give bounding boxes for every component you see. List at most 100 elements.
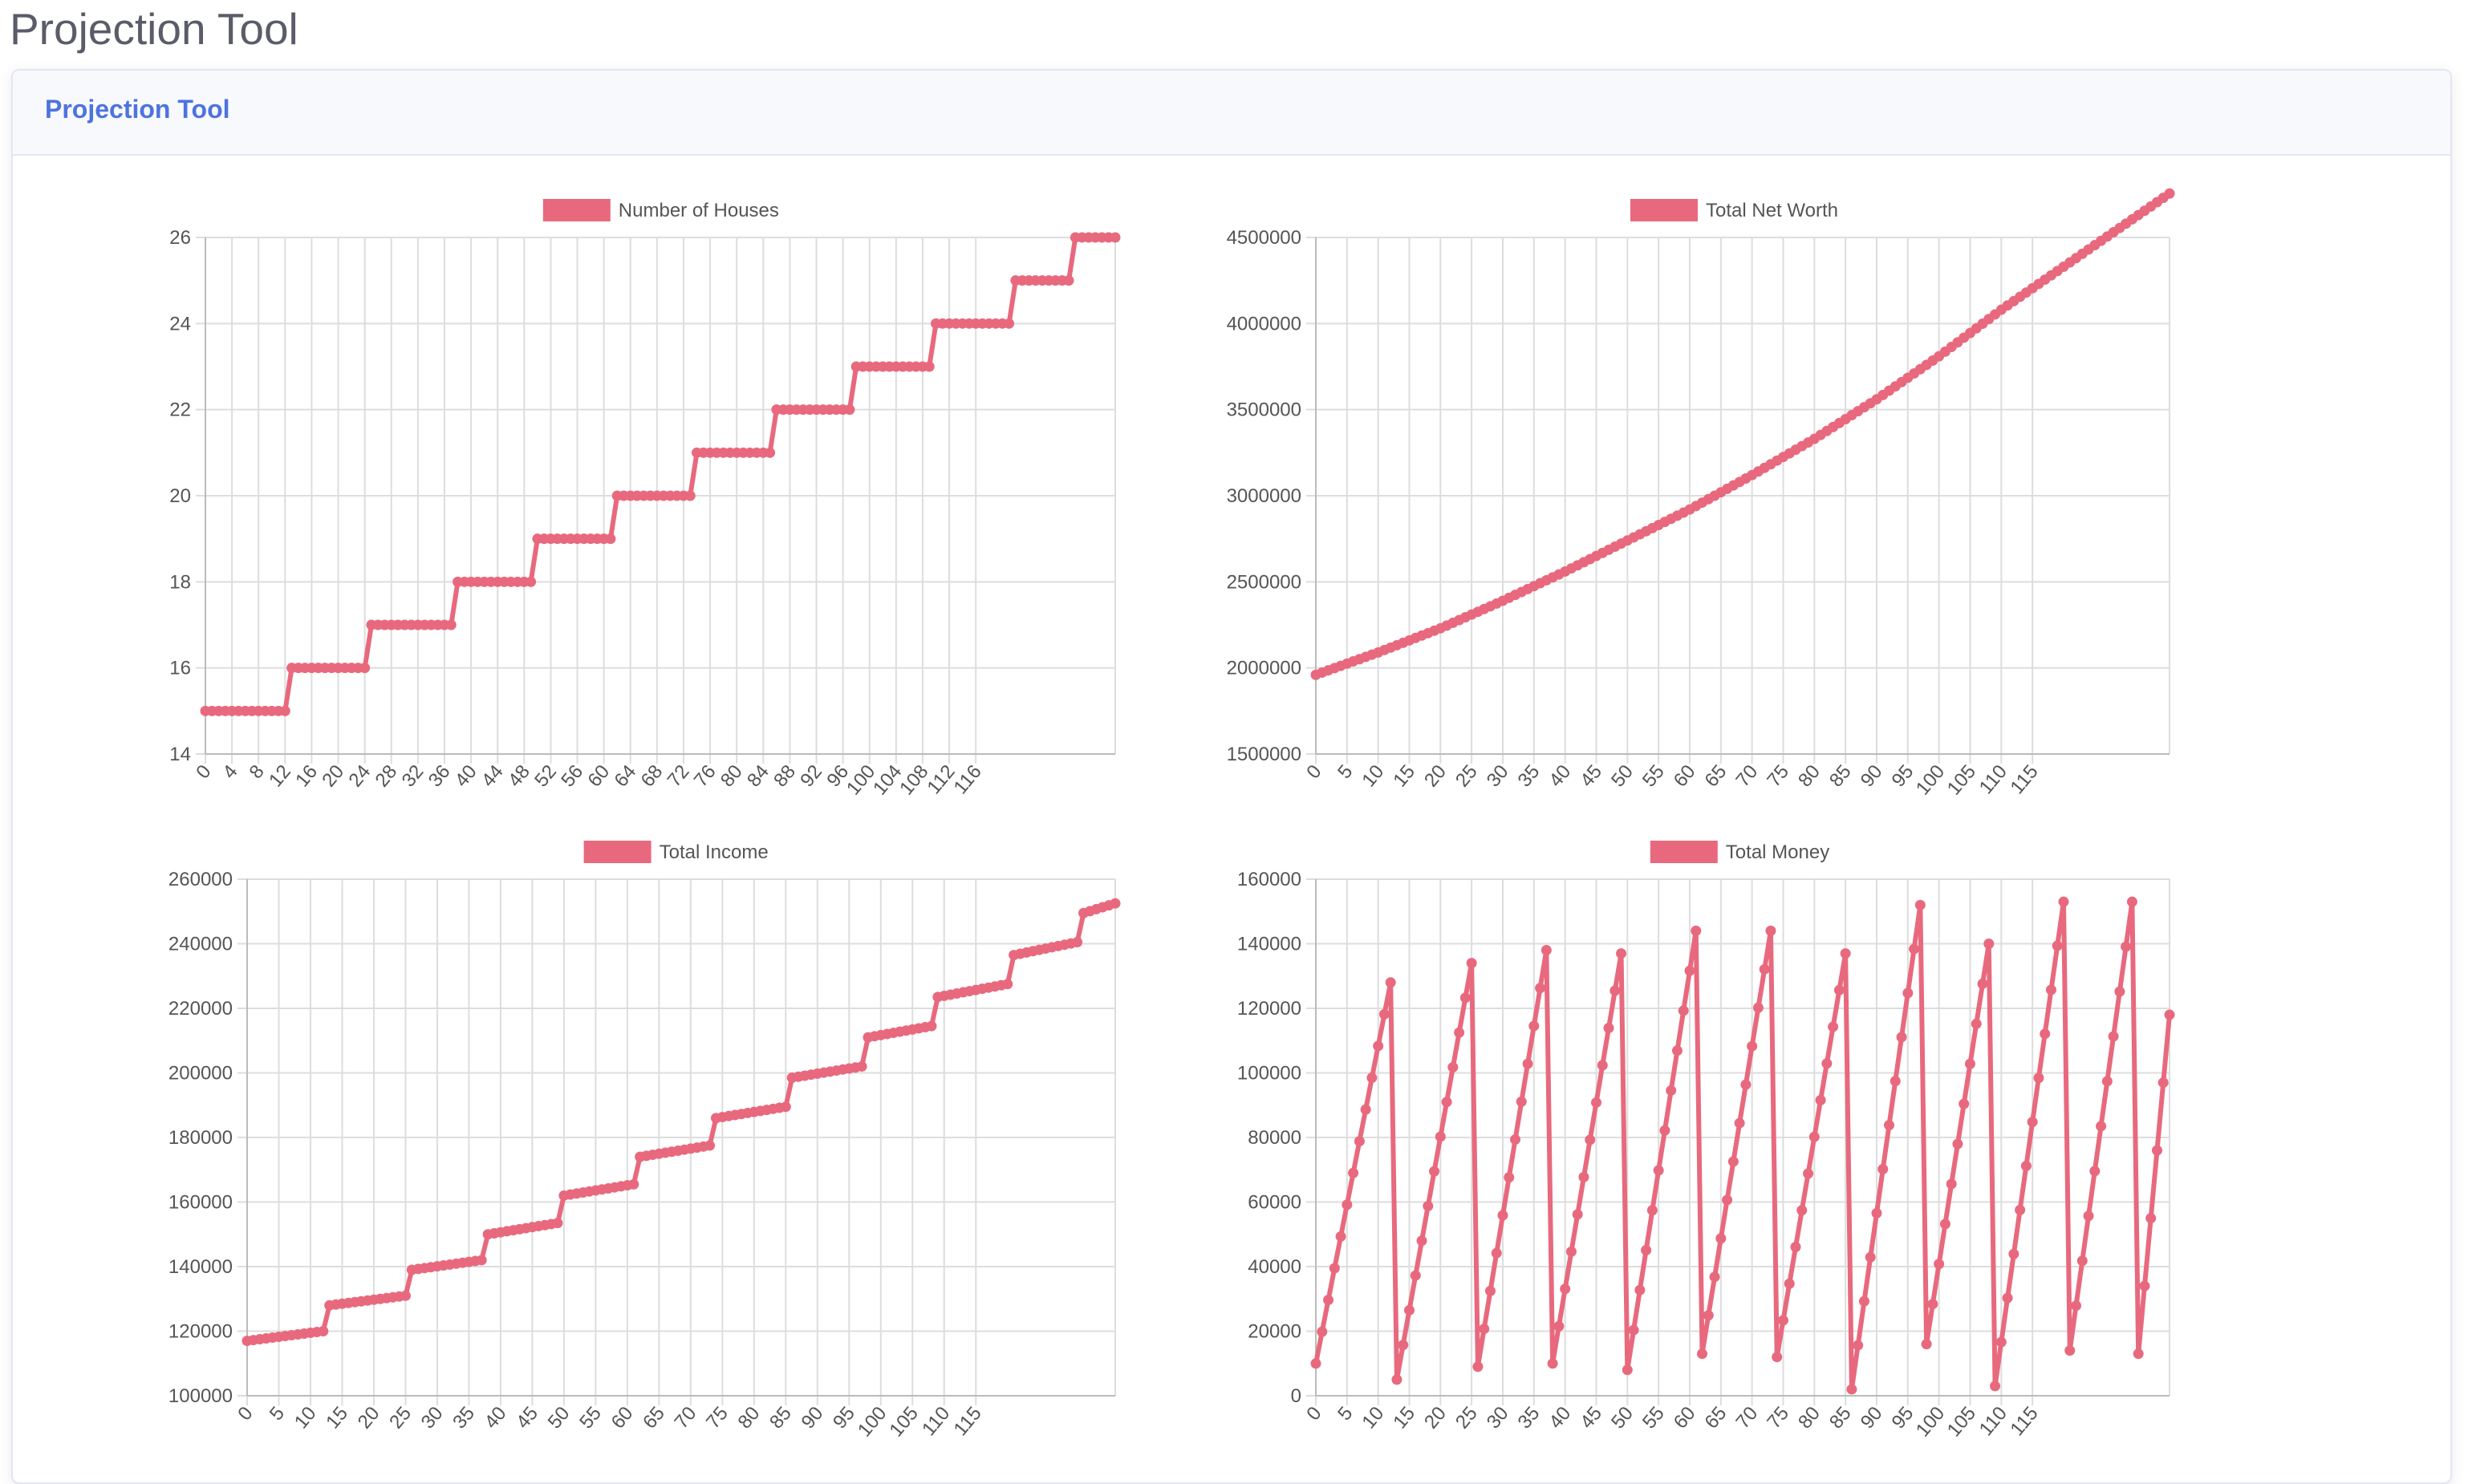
x-tick-label: 100: [1912, 761, 1949, 800]
data-point: [1441, 1097, 1452, 1108]
x-tick-label: 88: [769, 761, 800, 792]
x-tick-label: 20: [1420, 1403, 1451, 1433]
data-point: [2114, 986, 2125, 997]
y-tick-label: 26: [169, 227, 191, 249]
data-point: [844, 404, 855, 416]
legend-label: Total Net Worth: [1706, 200, 1838, 221]
x-tick-label: 20: [318, 761, 348, 792]
data-point: [1890, 1076, 1901, 1087]
data-point: [1784, 1278, 1795, 1289]
x-tick-label: 116: [949, 761, 985, 799]
x-tick-label: 35: [1514, 761, 1545, 792]
data-point: [2071, 1300, 2081, 1312]
x-tick-label: 20: [354, 1403, 384, 1433]
data-point: [2008, 1248, 2019, 1259]
data-point: [2101, 1076, 2113, 1087]
x-tick-label: 56: [557, 761, 587, 792]
data-point: [1759, 963, 1770, 975]
data-point: [1317, 1326, 1328, 1337]
y-tick-label: 160000: [1237, 869, 1301, 890]
data-point: [552, 1218, 563, 1229]
data-point: [1416, 1235, 1427, 1247]
y-tick-label: 80000: [1248, 1127, 1301, 1149]
data-point: [1914, 899, 1926, 910]
x-tick-label: 100: [1912, 1403, 1949, 1441]
data-point: [1628, 1324, 1639, 1336]
x-tick-label: 90: [1857, 1403, 1887, 1433]
y-tick-label: 100000: [168, 1385, 233, 1407]
data-point: [1479, 1324, 1490, 1335]
data-point: [1971, 1018, 1982, 1029]
data-point: [1609, 985, 1621, 996]
x-tick-label: 40: [1545, 1403, 1575, 1433]
x-tick-label: 85: [1825, 1403, 1856, 1433]
x-tick-label: 55: [575, 1403, 606, 1433]
data-point: [1528, 1020, 1540, 1032]
x-tick-label: 65: [1701, 761, 1731, 792]
data-point: [1902, 987, 1914, 999]
data-point: [2058, 896, 2069, 907]
x-tick-label: 40: [481, 1403, 511, 1433]
data-point: [1063, 275, 1074, 286]
x-tick-label: 84: [743, 761, 773, 792]
data-point: [1323, 1295, 1334, 1306]
data-point: [1329, 1263, 1340, 1274]
data-point: [1597, 1060, 1608, 1071]
data-point: [780, 1101, 791, 1113]
x-tick-label: 15: [1389, 1403, 1419, 1433]
data-point: [1821, 1058, 1833, 1069]
x-tick-label: 45: [512, 1403, 542, 1433]
data-point: [1659, 1125, 1670, 1136]
x-tick-label: 64: [611, 761, 641, 792]
data-point: [1447, 1061, 1459, 1072]
x-tick-label: 0: [192, 761, 215, 784]
x-tick-label: 35: [449, 1403, 479, 1433]
x-tick-label: 70: [1731, 761, 1762, 792]
data-point: [1072, 936, 1083, 947]
y-tick-label: 2500000: [1227, 571, 1301, 593]
card-title: Projection Tool: [45, 95, 230, 124]
x-tick-label: 5: [1333, 1403, 1357, 1425]
y-tick-label: 60000: [1248, 1192, 1301, 1214]
series-line: [246, 901, 1116, 1344]
data-point: [1366, 1072, 1378, 1084]
data-point: [1110, 898, 1121, 909]
y-tick-label: 14: [169, 744, 191, 765]
legend-label: Number of Houses: [619, 200, 779, 221]
data-point: [1877, 1164, 1889, 1175]
y-tick-label: 2000000: [1227, 658, 1301, 679]
data-point: [2040, 1028, 2051, 1040]
y-tick-label: 180000: [168, 1127, 233, 1149]
x-tick-label: 60: [607, 1403, 638, 1433]
data-point: [1378, 1008, 1390, 1020]
data-point: [359, 663, 371, 674]
x-tick-label: 4: [218, 761, 242, 784]
x-tick-label: 5: [1333, 761, 1357, 784]
x-tick-label: 76: [690, 761, 721, 792]
data-point: [1653, 1165, 1664, 1176]
data-point: [1884, 1120, 1895, 1131]
data-point: [2089, 1166, 2101, 1177]
legend-swatch: [583, 841, 652, 863]
data-point: [2121, 941, 2132, 952]
data-point: [2033, 1072, 2044, 1084]
x-tick-label: 25: [385, 1403, 416, 1433]
data-point: [1934, 1259, 1945, 1270]
x-tick-label: 10: [290, 1403, 321, 1433]
data-point: [1828, 1021, 1839, 1032]
x-tick-label: 30: [1483, 761, 1513, 792]
data-point: [2145, 1213, 2157, 1224]
data-point: [1435, 1131, 1446, 1142]
data-point: [1858, 1295, 1869, 1307]
data-point: [1335, 1231, 1346, 1242]
y-tick-label: 20000: [1248, 1321, 1301, 1343]
data-point: [1354, 1136, 1365, 1147]
y-tick-label: 120000: [168, 1321, 233, 1343]
x-tick-label: 5: [266, 1403, 289, 1425]
data-point: [2164, 188, 2175, 199]
x-tick-label: 32: [398, 761, 428, 792]
data-point: [1466, 958, 1477, 969]
x-tick-label: 92: [796, 761, 826, 792]
